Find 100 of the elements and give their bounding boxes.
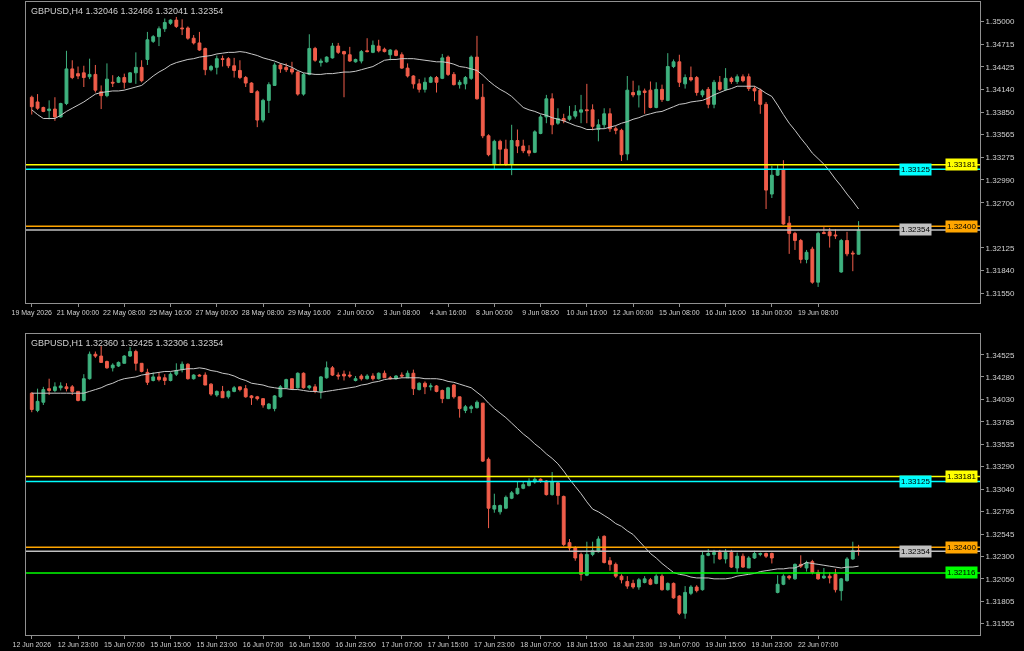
- candlestick: [741, 73, 745, 83]
- candlestick: [99, 84, 104, 110]
- y-tick-label: 1.32050: [985, 574, 1016, 584]
- ref-line-label: 1.32116: [947, 568, 976, 577]
- ref-line-label: 1.32400: [947, 222, 977, 231]
- y-tick-label: 1.33535: [985, 440, 1016, 450]
- candlestick: [266, 81, 271, 114]
- candlestick: [712, 549, 716, 564]
- candlestick: [688, 66, 693, 82]
- candlestick: [498, 504, 503, 516]
- candlestick: [625, 575, 630, 590]
- y-tick-label: 1.32990: [985, 175, 1016, 185]
- ref-line-label: 1.33181: [947, 160, 977, 169]
- y-tick-label: 1.34425: [985, 62, 1016, 72]
- candlestick: [180, 18, 185, 36]
- y-tick-label: 1.31840: [985, 266, 1016, 276]
- candlestick: [359, 373, 364, 382]
- candlestick: [527, 477, 531, 487]
- y-tick-label: 1.32795: [985, 507, 1016, 517]
- candlestick: [503, 139, 508, 167]
- candlestick: [76, 66, 80, 80]
- candlestick: [660, 573, 664, 592]
- y-tick-label: 1.31550: [985, 289, 1016, 299]
- candlestick: [47, 99, 52, 120]
- candlestick: [654, 573, 659, 585]
- candlestick: [295, 371, 300, 390]
- candlestick: [110, 74, 115, 88]
- candlestick: [423, 77, 427, 94]
- candlestick: [821, 226, 826, 235]
- candlestick: [47, 378, 52, 396]
- candlestick: [58, 381, 63, 391]
- candlestick: [87, 58, 92, 80]
- y-tick-label: 1.33275: [985, 153, 1016, 163]
- candlestick: [151, 371, 156, 382]
- candlestick: [105, 62, 109, 98]
- candlestick: [301, 371, 306, 390]
- y-tick-label: 1.32700: [985, 198, 1016, 208]
- candlestick: [694, 75, 699, 97]
- candlestick: [636, 577, 641, 591]
- candlestick: [261, 98, 265, 123]
- candlestick: [76, 390, 80, 402]
- candlestick: [428, 75, 433, 84]
- candlestick: [712, 79, 716, 109]
- y-tick-label: 1.32300: [985, 552, 1016, 562]
- candlestick: [446, 55, 450, 77]
- candlestick: [128, 346, 132, 358]
- candlestick: [423, 380, 427, 395]
- candlestick: [498, 139, 503, 165]
- candlestick: [787, 574, 792, 581]
- candlestick: [654, 81, 659, 109]
- candlestick: [209, 64, 213, 72]
- candlestick: [238, 59, 242, 80]
- candlestick: [850, 541, 855, 561]
- candlestick: [446, 386, 450, 400]
- candlestick: [284, 62, 289, 73]
- candlestick: [318, 58, 323, 68]
- candlestick: [503, 495, 508, 510]
- y-tick-label: 1.34525: [985, 350, 1016, 360]
- candlestick: [850, 250, 855, 272]
- candlestick: [411, 369, 416, 396]
- ref-line-label: 1.33181: [947, 472, 977, 481]
- candlestick: [290, 61, 294, 75]
- candlestick: [584, 83, 589, 124]
- candlestick: [417, 78, 422, 94]
- candlestick: [151, 34, 156, 44]
- candlestick: [191, 373, 196, 381]
- candlestick: [451, 71, 456, 86]
- candlestick: [457, 396, 462, 419]
- candlestick: [665, 581, 670, 592]
- ref-line-label: 1.32354: [901, 225, 931, 234]
- candlestick: [185, 25, 190, 41]
- candlestick: [764, 552, 768, 559]
- line-series: [31, 51, 860, 210]
- candlestick: [769, 552, 774, 564]
- y-tick-label: 1.35000: [985, 17, 1016, 27]
- candlestick: [347, 370, 352, 379]
- candlestick: [29, 95, 34, 116]
- candlestick: [769, 165, 774, 199]
- candlestick: [128, 71, 132, 84]
- candlestick: [226, 389, 231, 400]
- candlestick: [313, 46, 318, 63]
- candlestick: [735, 73, 740, 85]
- y-tick-label: 1.31805: [985, 596, 1016, 606]
- candlestick: [81, 65, 86, 88]
- candlestick: [139, 362, 144, 373]
- candlestick: [608, 556, 612, 572]
- candlestick: [839, 238, 844, 274]
- candlestick: [434, 75, 439, 94]
- candlestick: [579, 94, 583, 124]
- y-tick-label: 1.33850: [985, 108, 1016, 117]
- candlestick: [174, 16, 179, 29]
- candlestick: [556, 480, 560, 506]
- candlestick: [214, 55, 219, 75]
- candlestick: [347, 46, 352, 63]
- y-tick-label: 1.32545: [985, 529, 1016, 539]
- candlestick: [29, 391, 34, 413]
- candlestick: [52, 381, 57, 393]
- candlestick: [509, 124, 514, 176]
- candlestick: [804, 249, 809, 264]
- y-tick-label: 1.33565: [985, 130, 1016, 140]
